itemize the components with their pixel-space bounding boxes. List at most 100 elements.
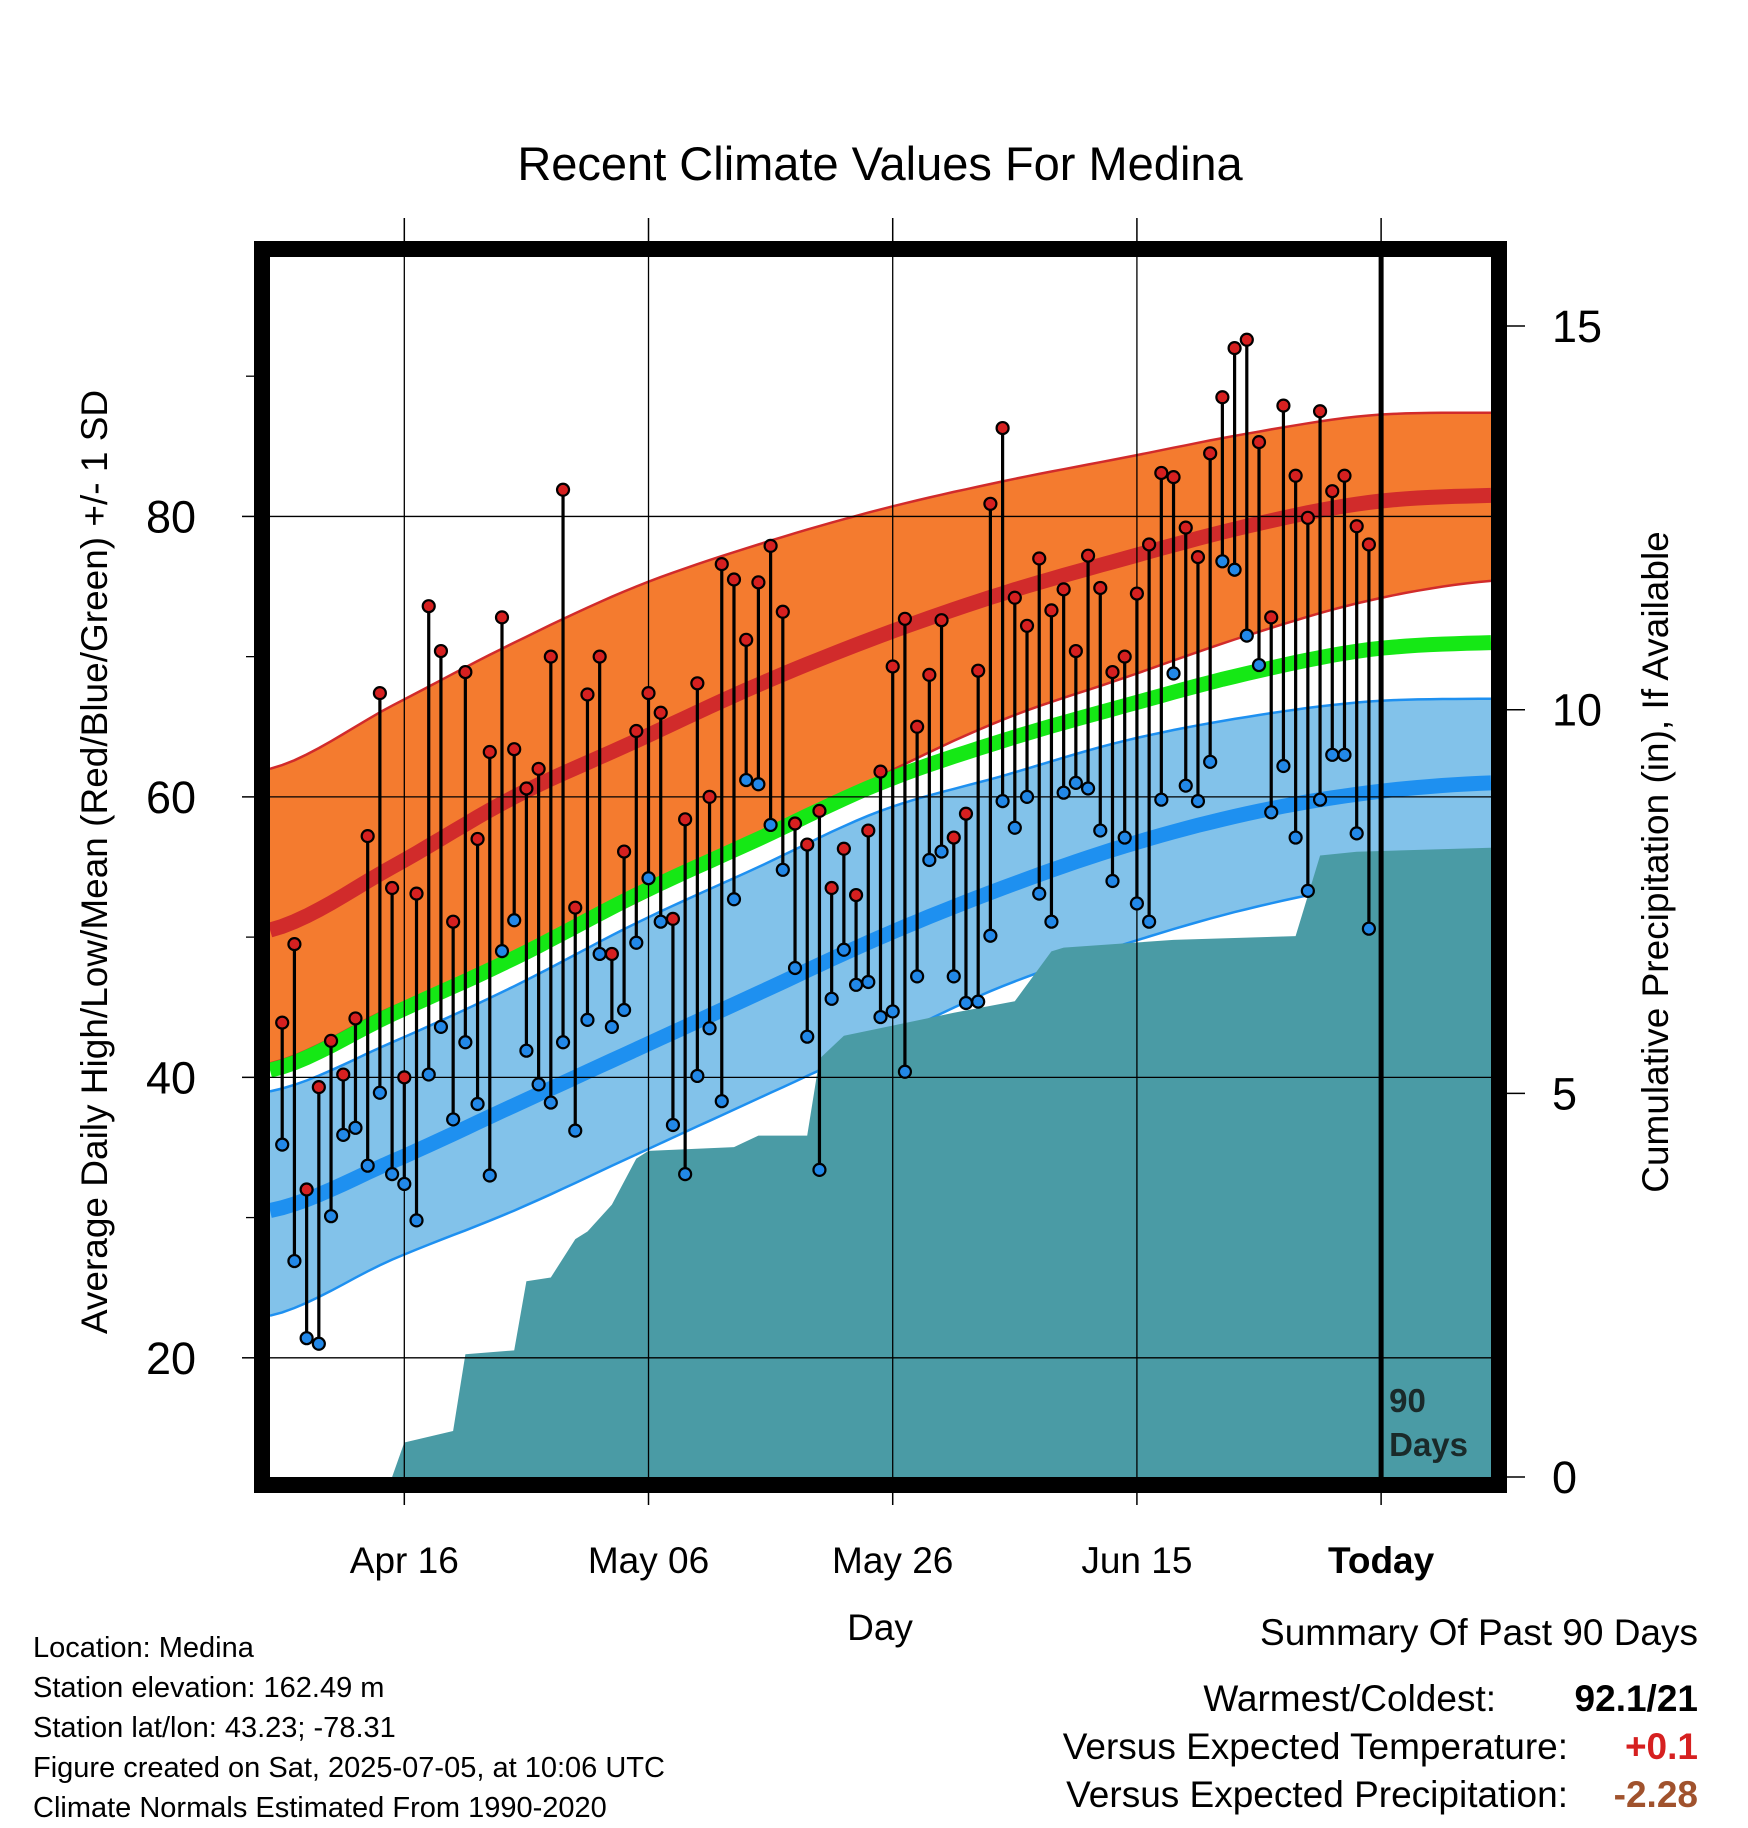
- daily-high-dot: [1215, 390, 1230, 405]
- daily-high-dot: [1203, 446, 1218, 461]
- daily-low-dot: [1190, 793, 1206, 809]
- daily-low-dot: [616, 1002, 632, 1018]
- daily-high-dot: [311, 1080, 326, 1095]
- daily-high-dot: [702, 789, 717, 804]
- daily-high-dot: [1142, 537, 1157, 552]
- axes-labels: 20 40 60 80 0 5 10 15 Apr 16 May 06 May 26 Jun 15 To…: [146, 301, 1602, 1581]
- daily-high-dot: [1080, 548, 1096, 563]
- daily-high-dot: [397, 1070, 412, 1085]
- daily-high-dot: [616, 844, 632, 859]
- daily-low-dot: [690, 1068, 705, 1084]
- daily-low-dot: [995, 793, 1010, 809]
- chart-title: Recent Climate Values For Medina: [517, 137, 1243, 190]
- daily-low-dot: [1251, 657, 1267, 673]
- daily-high-dot: [665, 911, 681, 926]
- daily-high-dot: [519, 781, 534, 796]
- summary-title: Summary Of Past 90 Days: [1260, 1612, 1698, 1653]
- daily-high-dot: [1007, 590, 1022, 605]
- daily-low-dot: [494, 944, 510, 959]
- daily-low-dot: [1117, 830, 1132, 845]
- daily-low-dot: [739, 772, 754, 788]
- daily-range-stems: [280, 339, 1371, 1344]
- daily-high-dot: [1337, 468, 1352, 483]
- daily-high-dot: [1251, 435, 1267, 450]
- plot-area: 90 Days: [267, 257, 1492, 1477]
- daily-high-dot: [678, 812, 693, 827]
- daily-low-dot: [1203, 754, 1218, 769]
- daily-low-dot: [360, 1158, 375, 1173]
- normals-text: Climate Normals Estimated From 1990-2020: [33, 1792, 607, 1824]
- daily-high-dot: [568, 900, 583, 915]
- daily-high-dot: [1264, 610, 1279, 625]
- daily-low-dot: [848, 977, 864, 992]
- daily-high-dot: [714, 557, 729, 572]
- daily-high-dot: [897, 611, 913, 626]
- daily-high-dot: [1227, 341, 1242, 356]
- daily-high-dot: [446, 914, 461, 929]
- daily-low-dot: [470, 1096, 485, 1112]
- daily-high-dot: [1312, 404, 1328, 419]
- daily-low-dot: [971, 994, 986, 1009]
- daily-low-dot: [958, 995, 974, 1011]
- daily-low-dot: [1142, 914, 1157, 929]
- summary-warmest-coldest-label: Warmest/Coldest:: [1203, 1678, 1496, 1719]
- daily-low-dot: [580, 1012, 595, 1027]
- y2-tick-label: 0: [1552, 1452, 1577, 1503]
- daily-high-dot: [861, 823, 876, 838]
- daily-low-dot: [812, 1162, 827, 1177]
- precip-area: [270, 847, 1491, 1477]
- daily-high-dot: [800, 837, 815, 852]
- daily-high-dot: [739, 632, 754, 647]
- daily-high-dot: [336, 1067, 351, 1082]
- daily-high-dot: [604, 946, 619, 962]
- x-tick-label: May 06: [588, 1540, 709, 1581]
- daily-dots: [275, 332, 1377, 1351]
- daily-low-dot: [1093, 823, 1108, 838]
- daily-low-dot: [1361, 921, 1377, 936]
- daily-low-dot: [568, 1123, 583, 1138]
- daily-low-dot: [629, 935, 644, 950]
- daily-high-dot: [1239, 332, 1254, 347]
- daily-low-dot: [1288, 830, 1303, 845]
- daily-high-dot: [848, 887, 864, 903]
- daily-high-dot: [629, 723, 644, 739]
- daily-low-dot: [1129, 896, 1145, 911]
- y-tick-label: 60: [146, 772, 196, 823]
- daily-low-dot: [934, 844, 949, 859]
- daily-high-dot: [751, 575, 766, 590]
- summary-precip-label: Versus Expected Precipitation:: [1066, 1774, 1568, 1815]
- daily-low-dot: [555, 1035, 571, 1050]
- daily-low-dot: [372, 1085, 387, 1100]
- elevation-text: Station elevation: 162.49 m: [33, 1672, 385, 1704]
- daily-high-dot: [409, 886, 424, 901]
- daily-low-dot: [763, 817, 778, 833]
- daily-high-dot: [824, 880, 839, 896]
- daily-low-dot: [726, 892, 742, 907]
- daily-low-dot: [1300, 883, 1315, 898]
- summary-temp-label: Versus Expected Temperature:: [1062, 1726, 1568, 1767]
- daily-low-dot: [519, 1043, 534, 1058]
- daily-low-dot: [824, 991, 839, 1006]
- high-band-upper-edge: [269, 411, 1492, 770]
- daily-high-dot: [299, 1182, 314, 1197]
- daily-low-dot: [323, 1209, 339, 1224]
- daily-high-dot: [1154, 465, 1169, 481]
- daily-high-dot: [580, 687, 595, 702]
- daily-high-dot: [885, 659, 900, 674]
- daily-low-dot: [385, 1167, 400, 1182]
- daily-high-dot: [1056, 582, 1071, 597]
- daily-low-dot: [421, 1067, 436, 1082]
- daily-low-dot: [1276, 758, 1291, 774]
- daily-low-dot: [531, 1077, 546, 1092]
- daily-high-dot: [763, 538, 778, 553]
- daily-high-dot: [922, 667, 937, 682]
- daily-high-dot: [458, 664, 473, 680]
- y2-tick-label: 10: [1552, 685, 1602, 736]
- daily-high-dot: [482, 744, 497, 760]
- y-tick-label: 40: [146, 1052, 196, 1103]
- daily-low-dot: [604, 1019, 619, 1034]
- y2-tick-label: 5: [1552, 1068, 1577, 1119]
- daily-high-dot: [946, 830, 961, 845]
- daily-low-dot: [983, 928, 998, 943]
- location-text: Location: Medina: [33, 1632, 254, 1664]
